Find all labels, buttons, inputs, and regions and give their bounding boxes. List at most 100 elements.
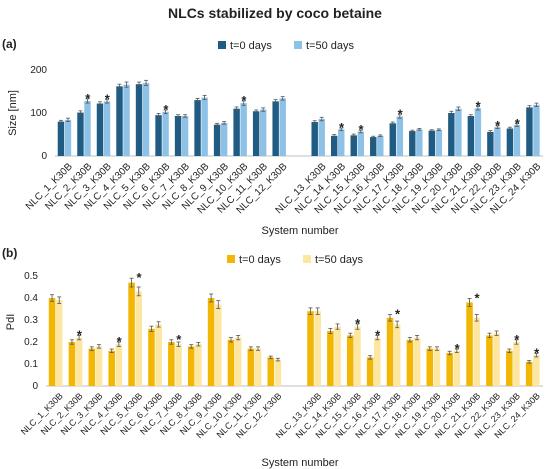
bar-t50-11 xyxy=(254,348,262,386)
bar-t50-10 xyxy=(234,337,242,386)
legend-swatch xyxy=(218,41,226,49)
significance-marker: * xyxy=(515,116,521,131)
bar-t50-18 xyxy=(416,129,423,156)
bar-t50-8 xyxy=(201,97,208,156)
legend-swatch xyxy=(294,41,302,49)
bar-t0-12 xyxy=(272,101,279,156)
y-tick-label: 0 xyxy=(32,381,38,392)
y-tick-label: 0.2 xyxy=(24,337,38,348)
figure-title: NLCs stabilized by coco betaine xyxy=(168,5,382,21)
significance-marker: * xyxy=(355,316,361,331)
bar-t50-7 xyxy=(175,344,182,386)
bar-t50-16 xyxy=(374,337,381,386)
bar-t0-19 xyxy=(426,348,434,386)
bar-t50-18 xyxy=(413,337,421,386)
bar-t50-9 xyxy=(214,304,222,386)
bar-t50-15 xyxy=(357,131,364,156)
bar-t0-8 xyxy=(194,100,201,156)
bar-t0-4 xyxy=(108,350,115,386)
significance-marker: * xyxy=(85,91,91,106)
significance-marker: * xyxy=(339,120,345,135)
bar-t50-2 xyxy=(84,100,91,156)
bar-t0-13 xyxy=(307,311,314,386)
bar-t0-22 xyxy=(487,131,494,156)
bar-t50-23 xyxy=(513,342,520,386)
bar-t50-12 xyxy=(279,98,286,156)
significance-marker: * xyxy=(117,334,123,349)
bar-t50-22 xyxy=(494,127,501,156)
bar-t50-5 xyxy=(135,291,143,386)
significance-marker: * xyxy=(77,327,83,342)
bar-t0-16 xyxy=(366,357,374,386)
bar-t0-21 xyxy=(467,116,475,156)
bar-t50-17 xyxy=(396,116,404,156)
panel-label-a: (a) xyxy=(2,37,17,51)
significance-marker: * xyxy=(241,93,247,108)
legend-label: t=0 days xyxy=(239,254,281,266)
bar-t0-20 xyxy=(446,353,453,386)
legend-label: t=50 days xyxy=(315,254,364,266)
bar-t0-3 xyxy=(88,348,96,386)
bar-t0-4 xyxy=(116,86,123,156)
significance-marker: * xyxy=(474,290,480,305)
bar-t0-1 xyxy=(57,121,65,156)
legend-swatch xyxy=(227,255,235,263)
significance-marker: * xyxy=(105,92,111,107)
bar-t50-14 xyxy=(338,129,345,156)
bar-t0-22 xyxy=(486,335,493,386)
bar-t0-15 xyxy=(350,135,357,156)
significance-marker: * xyxy=(137,270,143,285)
bar-t0-11 xyxy=(247,348,255,386)
legend-label: t=50 days xyxy=(306,40,355,52)
significance-marker: * xyxy=(176,332,182,347)
bar-t0-21 xyxy=(466,302,473,386)
bar-t50-8 xyxy=(195,344,202,386)
bar-t50-21 xyxy=(473,317,480,386)
y-tick-label: 100 xyxy=(30,108,47,119)
bar-t0-24 xyxy=(526,107,533,156)
panel-b-pdi-chart: (b) PdI System number t=0 days t=50 days … xyxy=(2,246,543,469)
significance-marker: * xyxy=(375,327,381,342)
bar-t0-11 xyxy=(252,111,260,156)
bar-t0-12 xyxy=(267,357,275,386)
bar-t50-14 xyxy=(334,326,341,386)
bar-t0-14 xyxy=(327,331,334,386)
significance-marker: * xyxy=(534,345,540,360)
bar-t0-3 xyxy=(96,103,104,156)
bar-t0-17 xyxy=(389,123,396,156)
bar-t50-4 xyxy=(115,344,123,386)
panel-a-legend: t=0 days t=50 days xyxy=(218,40,355,52)
legend-label: t=0 days xyxy=(230,40,272,52)
bar-t50-10 xyxy=(240,103,247,156)
panel-a-size-chart: (a) Size [nm] System number t=0 days t=50… xyxy=(2,37,544,237)
y-tick-label: 0 xyxy=(41,151,47,162)
bar-t0-6 xyxy=(155,115,162,156)
bar-t50-4 xyxy=(123,84,130,156)
bar-t0-7 xyxy=(168,342,175,386)
bar-t0-10 xyxy=(233,108,240,156)
bar-t0-14 xyxy=(331,135,338,156)
bar-t0-16 xyxy=(370,137,377,156)
bar-t0-10 xyxy=(227,339,235,386)
bar-t0-5 xyxy=(135,84,143,156)
bar-t50-19 xyxy=(435,129,443,156)
bar-t0-5 xyxy=(128,282,135,386)
bar-t0-15 xyxy=(346,335,354,386)
significance-marker: * xyxy=(163,102,169,117)
bar-t50-21 xyxy=(474,108,482,156)
bar-t50-5 xyxy=(142,82,150,156)
panel-b-legend: t=0 days t=50 days xyxy=(227,254,364,266)
panel-label-b: (b) xyxy=(2,246,17,260)
panel-b-x-axis-label: System number xyxy=(261,457,338,469)
y-tick-label: 0.5 xyxy=(24,271,38,282)
significance-marker: * xyxy=(395,307,401,322)
panel-a-x-axis-label: System number xyxy=(261,225,338,237)
bar-t0-23 xyxy=(506,350,513,386)
y-tick-label: 0.1 xyxy=(24,359,38,370)
bar-t50-17 xyxy=(393,324,401,386)
bar-t0-9 xyxy=(213,124,221,156)
bar-t0-20 xyxy=(448,113,455,156)
bar-t50-13 xyxy=(314,311,321,386)
